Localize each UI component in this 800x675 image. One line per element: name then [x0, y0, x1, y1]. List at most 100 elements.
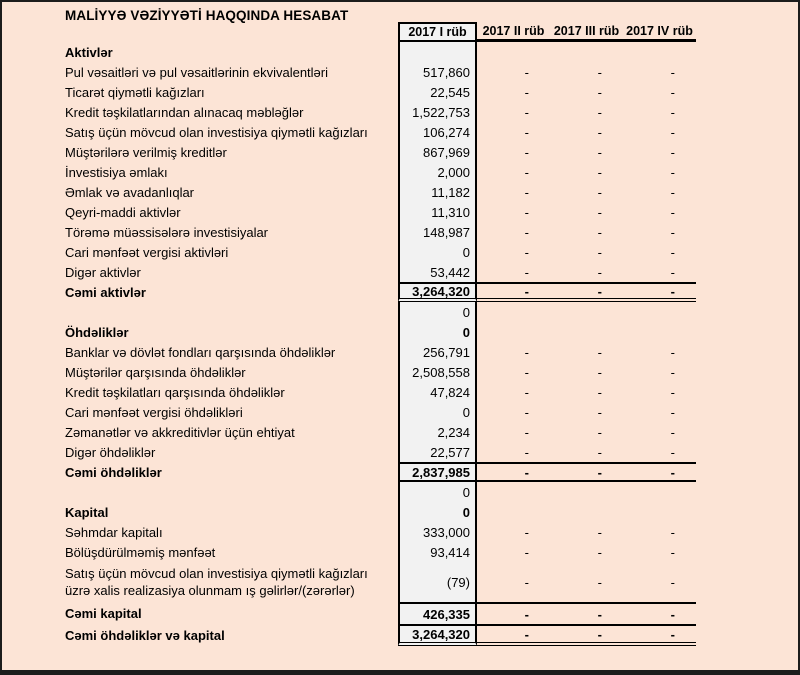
q4-value-cell[interactable]: -	[623, 462, 696, 482]
q4-value-cell[interactable]: -	[670, 384, 675, 400]
q4-value-cell[interactable]: -	[670, 524, 675, 540]
q2-value-cell[interactable]: -	[477, 624, 550, 646]
row-label-cell[interactable]: Satış üçün mövcud olan investisiya qiymə…	[65, 124, 368, 140]
q3-value-cell[interactable]: -	[597, 164, 602, 180]
row-label-cell[interactable]: Cəmi öhdəliklər	[65, 464, 162, 480]
q4-value-cell[interactable]: -	[670, 84, 675, 100]
row-label-cell[interactable]: Cəmi kapital	[65, 605, 142, 621]
q1-value-cell[interactable]: 0	[398, 322, 477, 342]
q2-value-cell[interactable]	[477, 302, 550, 322]
q4-value-cell[interactable]	[623, 42, 696, 62]
row-label-cell[interactable]: Zəmanətlər və akkreditivlər üçün ehtiyat	[65, 424, 295, 440]
row-label-cell[interactable]: Əmlak və avadanlıqlar	[65, 184, 195, 200]
q1-value-cell[interactable]: 106,274	[398, 122, 477, 142]
q3-value-cell[interactable]: -	[597, 224, 602, 240]
q1-value-cell[interactable]: 2,000	[398, 162, 477, 182]
q2-value-cell[interactable]: -	[524, 574, 529, 590]
q1-value-cell[interactable]: 2,508,558	[398, 362, 477, 382]
q1-value-cell[interactable]: 53,442	[398, 262, 477, 282]
row-label-cell[interactable]: Kredit təşkilatlarından alınacaq məbləğl…	[65, 104, 304, 120]
q4-value-cell[interactable]	[623, 322, 696, 342]
q4-value-cell[interactable]: -	[670, 444, 675, 460]
q2-value-cell[interactable]: -	[524, 204, 529, 220]
q2-value-cell[interactable]: -	[524, 184, 529, 200]
row-label-cell[interactable]: Kredit təşkilatları qarşısında öhdəliklə…	[65, 384, 285, 400]
q3-value-cell[interactable]: -	[550, 602, 623, 624]
q1-value-cell[interactable]: 47,824	[398, 382, 477, 402]
row-label-cell[interactable]: Səhmdar kapitalı	[65, 524, 163, 540]
q1-value-cell[interactable]: 0	[398, 502, 477, 522]
q3-value-cell[interactable]: -	[597, 404, 602, 420]
q1-value-cell[interactable]: 3,264,320	[398, 624, 477, 646]
row-label-cell[interactable]: Digər öhdəliklər	[65, 444, 156, 460]
q3-value-cell[interactable]: -	[597, 244, 602, 260]
q3-value-cell[interactable]: -	[550, 624, 623, 646]
q3-value-cell[interactable]: -	[597, 124, 602, 140]
q4-value-cell[interactable]: -	[670, 124, 675, 140]
q4-value-cell[interactable]: -	[670, 224, 675, 240]
q1-value-cell[interactable]: 0	[398, 482, 477, 502]
q3-value-cell[interactable]	[550, 482, 623, 502]
q2-value-cell[interactable]: -	[524, 144, 529, 160]
row-label-cell[interactable]: Ticarət qiymətli kağızları	[65, 84, 205, 100]
q3-value-cell[interactable]	[550, 322, 623, 342]
q4-value-cell[interactable]: -	[670, 204, 675, 220]
q1-value-cell[interactable]: 517,860	[398, 62, 477, 82]
row-label-cell[interactable]: Banklar və dövlət fondları qarşısında öh…	[65, 344, 336, 360]
row-label-cell[interactable]: Müştərilərə verilmiş kreditlər	[65, 144, 227, 160]
row-label-cell[interactable]	[2, 302, 398, 322]
q4-value-cell[interactable]: -	[670, 544, 675, 560]
row-label-cell[interactable]: Aktivlər	[65, 44, 113, 60]
q1-value-cell[interactable]: (79)	[398, 562, 477, 602]
q1-value-cell[interactable]: 148,987	[398, 222, 477, 242]
q2-value-cell[interactable]: -	[524, 404, 529, 420]
q2-value-cell[interactable]: -	[524, 84, 529, 100]
q2-value-cell[interactable]: -	[524, 444, 529, 460]
q4-value-cell[interactable]	[623, 302, 696, 322]
q3-value-cell[interactable]: -	[597, 64, 602, 80]
q2-value-cell[interactable]: -	[524, 224, 529, 240]
q1-value-cell[interactable]: 11,310	[398, 202, 477, 222]
q1-value-cell[interactable]: 0	[398, 242, 477, 262]
q4-value-cell[interactable]: -	[670, 184, 675, 200]
q1-value-cell[interactable]: 22,545	[398, 82, 477, 102]
row-label-cell[interactable]: Qeyri-maddi aktivlər	[65, 204, 181, 220]
q3-value-cell[interactable]: -	[597, 144, 602, 160]
q4-value-cell[interactable]	[623, 502, 696, 522]
q3-value-cell[interactable]: -	[597, 84, 602, 100]
q1-value-cell[interactable]: 3,264,320	[398, 282, 477, 302]
q3-value-cell[interactable]	[550, 42, 623, 62]
q2-value-cell[interactable]: -	[524, 384, 529, 400]
q3-value-cell[interactable]: -	[597, 204, 602, 220]
q4-value-cell[interactable]: -	[670, 164, 675, 180]
q3-value-cell[interactable]: -	[597, 544, 602, 560]
q4-value-cell[interactable]: -	[670, 574, 675, 590]
q3-value-cell[interactable]: -	[597, 364, 602, 380]
q4-value-cell[interactable]: -	[670, 364, 675, 380]
q1-value-cell[interactable]: 1,522,753	[398, 102, 477, 122]
row-label-cell[interactable]	[2, 482, 398, 502]
q1-value-cell[interactable]: 2,234	[398, 422, 477, 442]
row-label-cell[interactable]: Cari mənfəət vergisi aktivləri	[65, 244, 229, 260]
q3-value-cell[interactable]: -	[550, 282, 623, 302]
q3-value-cell[interactable]: -	[597, 344, 602, 360]
row-label-cell[interactable]: İnvestisiya əmlakı	[65, 164, 168, 180]
q2-value-cell[interactable]: -	[524, 364, 529, 380]
q1-value-cell[interactable]: 0	[398, 402, 477, 422]
q2-value-cell[interactable]	[477, 322, 550, 342]
q3-value-cell[interactable]: -	[597, 574, 602, 590]
q2-value-cell[interactable]: -	[524, 104, 529, 120]
q2-value-cell[interactable]: -	[524, 524, 529, 540]
q2-value-cell[interactable]: -	[524, 344, 529, 360]
q4-value-cell[interactable]: -	[623, 602, 696, 624]
q4-value-cell[interactable]: -	[670, 104, 675, 120]
column-header-q1[interactable]: 2017 I rüb	[398, 22, 477, 42]
q2-value-cell[interactable]: -	[477, 462, 550, 482]
q1-value-cell[interactable]: 426,335	[398, 602, 477, 624]
row-label-cell[interactable]: Kapital	[65, 504, 109, 520]
q1-value-cell[interactable]: 93,414	[398, 542, 477, 562]
row-label-cell[interactable]: Pul vəsaitləri və pul vəsaitlərinin ekvi…	[65, 64, 329, 80]
q4-value-cell[interactable]: -	[670, 64, 675, 80]
q3-value-cell[interactable]: -	[597, 444, 602, 460]
column-header-q4[interactable]: 2017 IV rüb	[623, 22, 696, 42]
